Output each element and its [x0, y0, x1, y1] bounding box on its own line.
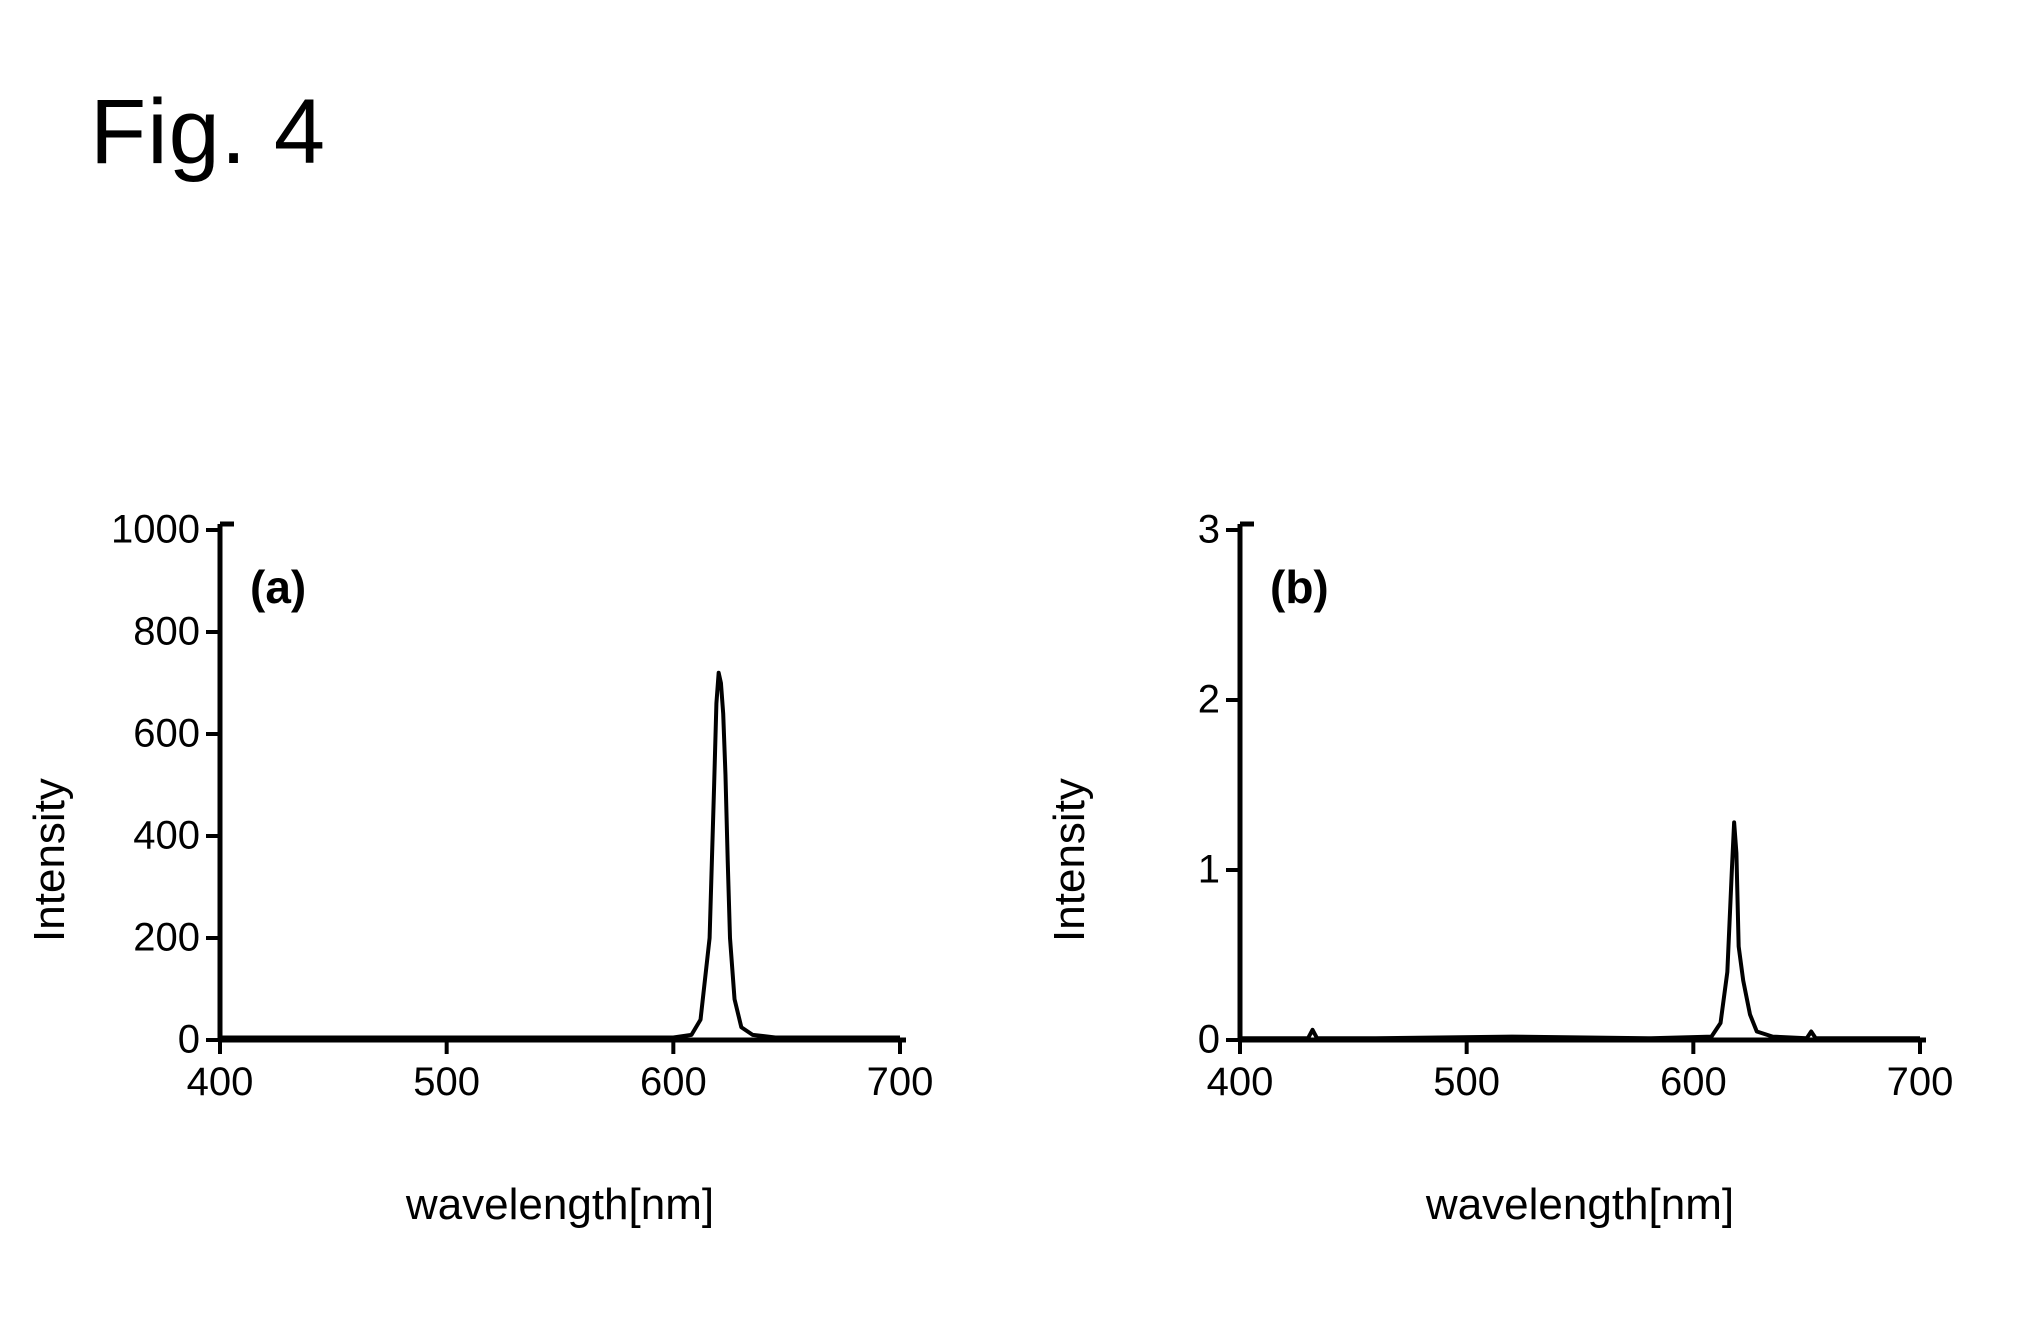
charts-row: Intensity (a) 02004006008001000 40050060… [60, 500, 2000, 1220]
chart-b-line-group [1240, 822, 1920, 1038]
chart-b-ytick-label: 3 [1198, 508, 1220, 553]
chart-a-ytick-label: 600 [133, 712, 200, 757]
chart-a-svg [200, 520, 920, 1080]
chart-b-ylabel: Intensity [1045, 778, 1095, 942]
chart-a-ytick-label: 0 [178, 1018, 200, 1063]
chart-a-xtick-label: 700 [867, 1060, 934, 1105]
page-root: Fig. 4 Intensity (a) 02004006008001000 4… [0, 0, 2044, 1336]
chart-b-xtick-label: 400 [1207, 1060, 1274, 1105]
chart-a-xlabel: wavelength[nm] [406, 1180, 714, 1230]
chart-a-ytick-label: 200 [133, 916, 200, 961]
chart-a-series-line [220, 673, 900, 1038]
chart-a-ytick-label: 800 [133, 610, 200, 655]
chart-a-ytick-label: 400 [133, 814, 200, 859]
chart-b-xtick-label: 600 [1660, 1060, 1727, 1105]
figure-title: Fig. 4 [90, 80, 326, 185]
chart-b-ytick-label: 2 [1198, 678, 1220, 723]
chart-a-axes-group [206, 524, 906, 1054]
chart-a-panel-label: (a) [250, 560, 306, 614]
chart-a: Intensity (a) 02004006008001000 40050060… [60, 500, 940, 1220]
chart-a-xtick-label: 600 [640, 1060, 707, 1105]
chart-b-xtick-label: 500 [1433, 1060, 1500, 1105]
chart-a-plot: (a) 02004006008001000 400500600700 [200, 520, 920, 1080]
chart-b-axes-group [1226, 524, 1926, 1054]
chart-b-xlabel: wavelength[nm] [1426, 1180, 1734, 1230]
chart-b-ytick-label: 1 [1198, 848, 1220, 893]
chart-a-line-group [220, 673, 900, 1038]
chart-b: Intensity (b) 0123 400500600700 waveleng… [1080, 500, 1960, 1220]
chart-a-ylabel: Intensity [25, 778, 75, 942]
chart-b-ytick-label: 0 [1198, 1018, 1220, 1063]
chart-a-xtick-label: 400 [187, 1060, 254, 1105]
chart-a-ytick-label: 1000 [111, 508, 200, 553]
chart-b-xtick-label: 700 [1887, 1060, 1954, 1105]
chart-b-panel-label: (b) [1270, 560, 1329, 614]
chart-a-xtick-label: 500 [413, 1060, 480, 1105]
chart-b-series-line [1240, 822, 1920, 1038]
chart-b-plot: (b) 0123 400500600700 [1220, 520, 1940, 1080]
